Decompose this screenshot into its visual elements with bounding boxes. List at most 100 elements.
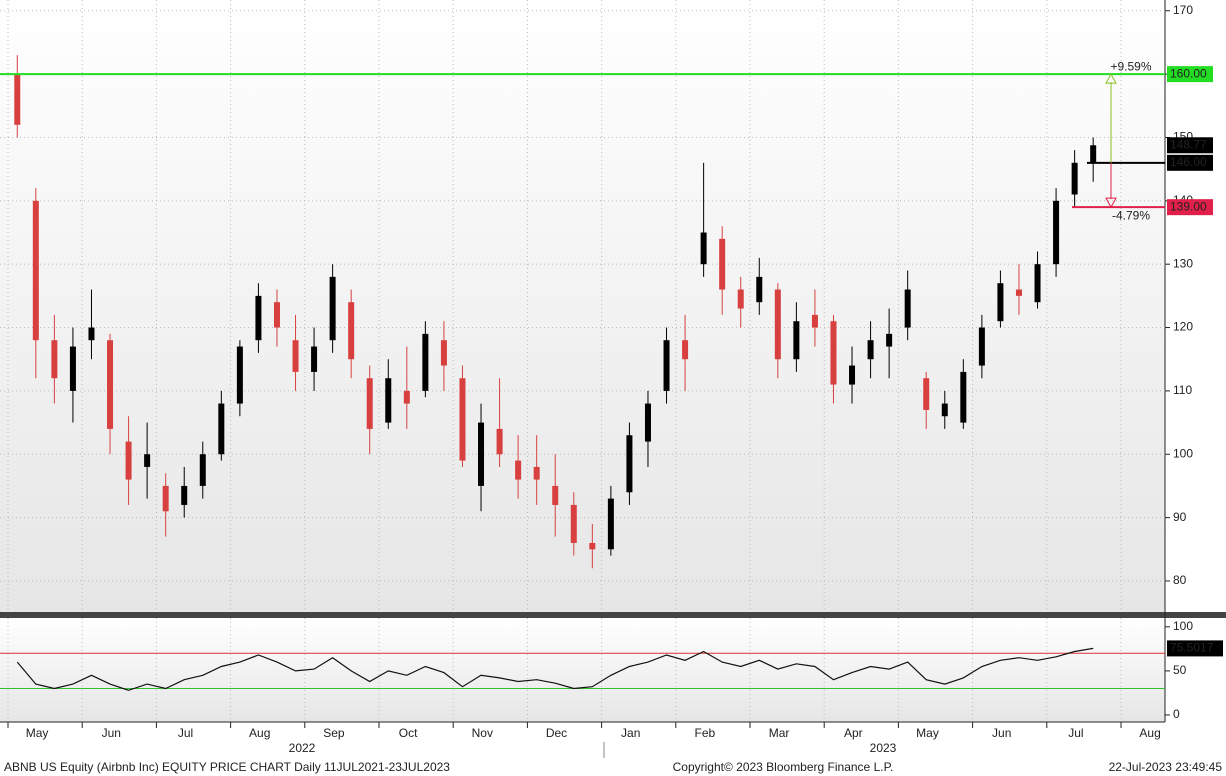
candle-body — [515, 460, 522, 480]
x-tick-label: Sep — [323, 726, 345, 740]
x-tick-label: Jun — [992, 726, 1011, 740]
candle-body — [1071, 162, 1078, 195]
candle-body — [997, 283, 1004, 322]
candle-body — [218, 403, 225, 455]
x-tick-label: Jan — [621, 726, 640, 740]
candle-body — [32, 200, 39, 341]
rsi-tick-label: 50 — [1173, 663, 1187, 677]
candle-body — [570, 504, 577, 543]
rsi-last-tag — [1167, 640, 1223, 657]
x-tick-label: Nov — [472, 726, 493, 740]
level-label: 139.00 — [1170, 199, 1207, 213]
x-tick-label: Feb — [695, 726, 716, 740]
candle-body — [978, 327, 985, 366]
candle-body — [533, 466, 540, 480]
candle-body — [793, 321, 800, 360]
x-tick-label: Aug — [1139, 726, 1160, 740]
candle-body — [51, 340, 58, 379]
candle-body — [589, 542, 596, 550]
y-tick-label: 170 — [1173, 3, 1193, 17]
candle-body — [830, 321, 837, 385]
candle-body — [886, 333, 893, 347]
footer-right: 22-Jul-2023 23:49:45 — [1109, 760, 1223, 774]
candle-body — [478, 422, 485, 486]
candle-body — [348, 302, 355, 360]
price-panel — [0, 0, 1165, 612]
candle-body — [199, 454, 206, 486]
level-label: 146.00 — [1170, 155, 1207, 169]
candle-body — [811, 314, 818, 328]
panel-separator — [0, 612, 1226, 618]
change-arrowhead — [1105, 73, 1117, 84]
candle-body — [496, 428, 503, 455]
candle-body — [941, 403, 948, 417]
x-tick-label: May — [26, 726, 49, 740]
candle-body — [440, 340, 447, 366]
rsi-last-label: 75.5017 — [1170, 641, 1214, 655]
x-tick-label: May — [916, 726, 939, 740]
x-tick-label: Dec — [546, 726, 567, 740]
last-price-label: 148.77 — [1170, 137, 1207, 151]
candle-body — [867, 340, 874, 360]
candle-body — [14, 74, 21, 125]
candle-body — [700, 232, 707, 265]
level-tag — [1167, 199, 1213, 216]
candle-body — [88, 327, 95, 341]
candle-body — [125, 441, 132, 480]
candle-body — [181, 485, 188, 505]
candle-body — [1090, 145, 1097, 163]
rsi-line — [16, 647, 1094, 691]
candle-body — [1034, 264, 1041, 303]
candle-body — [663, 340, 670, 391]
candle-body — [1053, 200, 1060, 265]
candle-body — [422, 333, 429, 391]
candle-body — [552, 485, 559, 505]
x-tick-label: Jul — [1068, 726, 1083, 740]
x-tick-label: Apr — [844, 726, 863, 740]
year-label: 2022 — [289, 741, 316, 755]
candle-body — [737, 289, 744, 309]
footer-center: Copyright© 2023 Bloomberg Finance L.P. — [673, 760, 894, 774]
candle-body — [69, 346, 76, 391]
y-tick-label: 110 — [1173, 383, 1192, 397]
rsi-tick-label: 100 — [1173, 619, 1193, 633]
change-label: -4.79% — [1112, 208, 1150, 222]
change-label: +9.59% — [1110, 59, 1151, 73]
y-tick-label: 100 — [1173, 446, 1193, 460]
candle-body — [719, 238, 726, 290]
rsi-panel — [0, 618, 1165, 722]
x-tick-label: Oct — [399, 726, 418, 740]
y-tick-label: 90 — [1173, 510, 1187, 524]
candle-body — [329, 276, 336, 341]
candle-body — [403, 390, 410, 404]
change-arrowhead — [1105, 197, 1117, 209]
year-label: 2023 — [870, 741, 897, 755]
x-tick-label: Jul — [178, 726, 193, 740]
x-tick-label: Aug — [249, 726, 270, 740]
footer-left: ABNB US Equity (Airbnb Inc) EQUITY PRICE… — [4, 760, 450, 774]
candle-body — [255, 295, 262, 341]
candle-body — [162, 485, 169, 512]
last-price-tag — [1167, 137, 1213, 154]
rsi-tick-label: 0 — [1173, 707, 1180, 721]
level-label: 160.00 — [1170, 66, 1207, 80]
candle-body — [682, 340, 689, 360]
candle-body — [774, 289, 781, 360]
y-tick-label: 80 — [1173, 573, 1187, 587]
candle-body — [292, 340, 299, 372]
candle-body — [144, 454, 151, 467]
candle-body — [459, 378, 466, 461]
x-tick-label: Mar — [769, 726, 790, 740]
candle-body — [960, 371, 967, 423]
candle-body — [904, 289, 911, 328]
candle-body — [626, 435, 633, 493]
candle-body — [849, 365, 856, 385]
candle-body — [385, 378, 392, 423]
candle-body — [644, 403, 651, 442]
candle-body — [366, 378, 373, 429]
level-tag — [1167, 66, 1213, 83]
level-tag — [1167, 154, 1213, 171]
x-tick-label: Jun — [102, 726, 121, 740]
candle-body — [756, 276, 763, 303]
